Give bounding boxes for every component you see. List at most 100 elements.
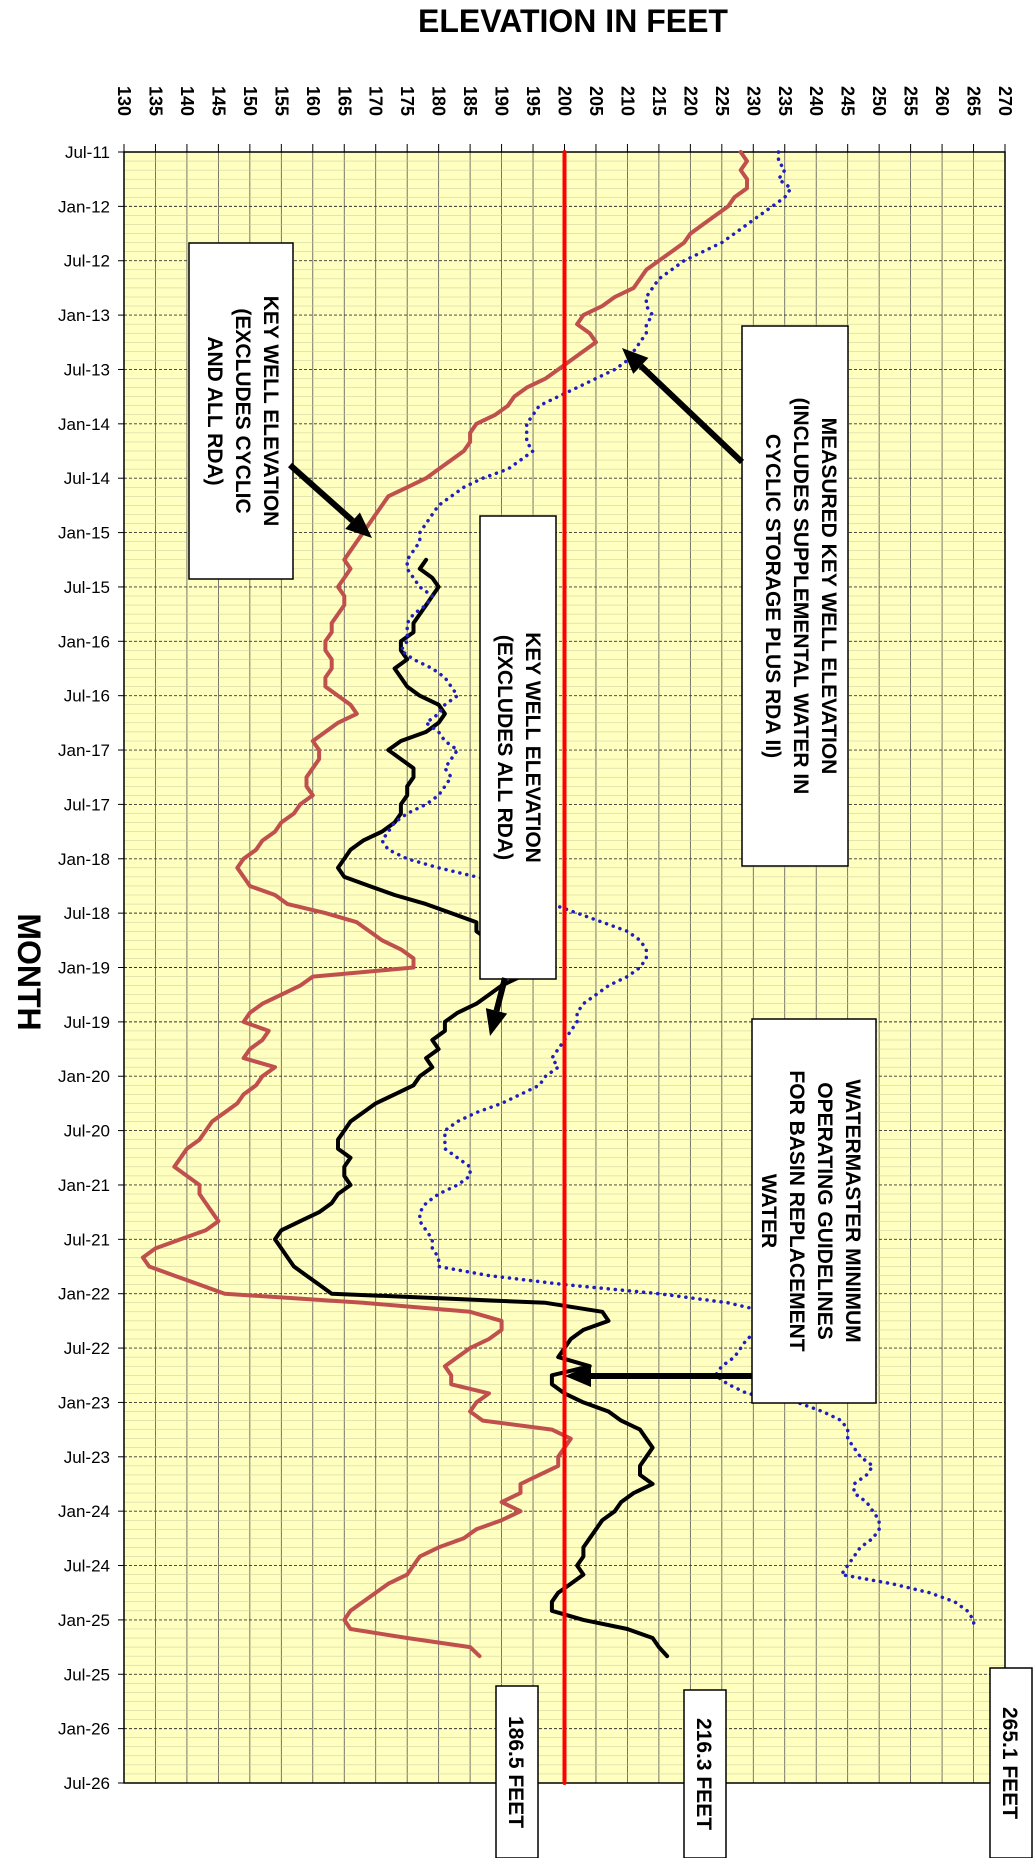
y-tick-label: Jan-12 xyxy=(58,197,110,216)
y-tick-label: Jan-20 xyxy=(58,1067,110,1086)
x-tick-label: 225 xyxy=(712,86,732,116)
y-tick-label: Jan-21 xyxy=(58,1176,110,1195)
y-tick-label: Jan-15 xyxy=(58,524,110,543)
y-tick-label: Jan-19 xyxy=(58,959,110,978)
arrow-blue-series-head xyxy=(622,348,649,374)
arrow-black-series-head xyxy=(485,1008,508,1036)
y-tick-label: Jul-22 xyxy=(64,1339,110,1358)
arrow-red-series-shaft xyxy=(288,462,355,523)
label-red-series-text: KEY WELL ELEVATION xyxy=(259,296,282,527)
label-blue-series-text: (INCLUDES SUPPLEMENTAL WATER IN xyxy=(789,398,812,795)
end-value-1: 186.5 FEET xyxy=(495,1685,539,1858)
label-blue-series-box xyxy=(741,325,849,867)
series-red-line xyxy=(140,150,749,1659)
label-blue-series-text: CYCLIC STORAGE PLUS RDA II) xyxy=(761,434,784,758)
y-tick-label: Jul-15 xyxy=(64,578,110,597)
label-guideline-text: FOR BASIN REPLACEMENT xyxy=(785,1070,808,1351)
arrow-blue-series-shaft xyxy=(638,363,745,465)
x-tick-label: 180 xyxy=(429,86,449,116)
x-tick-label: 185 xyxy=(460,86,480,116)
end-value-text: 265.1 FEET xyxy=(998,1707,1021,1819)
arrow-guideline xyxy=(565,1365,752,1387)
x-tick-label: 220 xyxy=(680,86,700,116)
x-tick-label: 250 xyxy=(869,86,889,116)
y-tick-label: Jul-11 xyxy=(65,143,110,162)
y-tick-label: Jan-18 xyxy=(58,850,110,869)
x-tick-label: 240 xyxy=(806,86,826,116)
x-tick-label: 195 xyxy=(523,86,543,116)
end-value-3: 265.1 FEET xyxy=(989,1667,1033,1858)
label-black-series-text: KEY WELL ELEVATION xyxy=(521,632,544,863)
y-tick-label: Jul-17 xyxy=(64,795,110,814)
x-tick-label: 130 xyxy=(114,86,134,116)
y-tick-label: Jul-13 xyxy=(64,360,110,379)
x-tick-label: 170 xyxy=(366,86,386,116)
end-value-text: 216.3 FEET xyxy=(692,1718,715,1830)
label-guideline-text: WATERMASTER MINIMUM xyxy=(841,1079,864,1342)
y-tick-labels: Jul-11 Jan-12 Jul-12 Jan-13 Jul-13 Jan-14 Jul-… xyxy=(58,143,124,1793)
y-tick-label: Jan-22 xyxy=(58,1285,110,1304)
y-tick-label: Jul-26 xyxy=(64,1774,110,1793)
y-tick-label: Jan-17 xyxy=(58,741,110,760)
x-tick-label: 245 xyxy=(838,86,858,116)
x-tick-label: 205 xyxy=(586,86,606,116)
y-tick-label: Jul-14 xyxy=(64,469,110,488)
x-tick-labels: 130 135 140 145 150 155 160 165 170 175 180 185 190 1… xyxy=(114,86,1015,152)
x-tick-label: 215 xyxy=(649,86,669,116)
label-blue-series-text: MEASURED KEY WELL ELEVATION xyxy=(817,418,840,775)
y-tick-label: Jul-21 xyxy=(64,1230,110,1249)
x-tick-label: 200 xyxy=(555,86,575,116)
y-tick-label: Jul-25 xyxy=(64,1665,110,1684)
x-tick-label: 175 xyxy=(397,86,417,116)
y-tick-label: Jan-25 xyxy=(58,1611,110,1630)
label-red-series-text: (EXCLUDES CYCLIC xyxy=(231,308,254,513)
label-red-series-text: AND ALL RDA) xyxy=(203,336,226,485)
arrow-black-series-shaft xyxy=(493,977,508,1012)
x-tick-label: 135 xyxy=(145,86,165,116)
x-tick-label: 210 xyxy=(617,86,637,116)
label-blue-series: MEASURED KEY WELL ELEVATION(INCLUDES SUP… xyxy=(741,325,849,867)
x-tick-label: 140 xyxy=(177,86,197,116)
label-red-series-box xyxy=(188,242,294,580)
y-tick-label: Jul-18 xyxy=(64,904,110,923)
label-guideline-text: WATER xyxy=(757,1174,780,1248)
x-tick-label: 190 xyxy=(492,86,512,116)
label-guideline-text: OPERATING GUIDELINES xyxy=(813,1082,836,1339)
y-tick-label: Jul-23 xyxy=(64,1448,110,1467)
x-axis-title: ELEVATION IN FEET xyxy=(418,3,728,39)
label-black-series-text: (EXCLUDES ALL RDA) xyxy=(493,635,516,860)
end-value-box xyxy=(683,1689,727,1858)
label-guideline-box xyxy=(751,1018,877,1404)
x-tick-label: 160 xyxy=(303,86,323,116)
arrow-black-series xyxy=(485,977,508,1036)
end-value-box xyxy=(495,1685,539,1858)
x-tick-label: 145 xyxy=(208,86,228,116)
arrow-blue-series xyxy=(622,348,745,465)
x-tick-label: 260 xyxy=(932,86,952,116)
arrow-red-series-head xyxy=(345,512,372,538)
y-tick-label: Jan-23 xyxy=(58,1393,110,1412)
y-tick-label: Jul-24 xyxy=(64,1557,110,1576)
y-tick-label: Jan-16 xyxy=(58,632,110,651)
label-black-series: KEY WELL ELEVATION(EXCLUDES ALL RDA) xyxy=(479,515,557,980)
end-value-2: 216.3 FEET xyxy=(683,1689,727,1858)
arrow-guideline-head xyxy=(565,1365,591,1387)
y-tick-label: Jul-12 xyxy=(64,252,110,271)
x-tick-label: 270 xyxy=(995,86,1015,116)
y-tick-label: Jan-26 xyxy=(58,1720,110,1739)
x-tick-label: 255 xyxy=(901,86,921,116)
y-axis-title: MONTH xyxy=(11,913,47,1030)
y-tick-label: Jan-14 xyxy=(58,415,110,434)
label-black-series-box xyxy=(479,515,557,980)
x-tick-label: 235 xyxy=(775,86,795,116)
y-tick-label: Jul-19 xyxy=(64,1013,110,1032)
y-tick-label: Jan-24 xyxy=(58,1502,110,1521)
end-value-text: 186.5 FEET xyxy=(504,1716,527,1828)
x-tick-label: 150 xyxy=(240,86,260,116)
x-tick-label: 230 xyxy=(743,86,763,116)
y-tick-label: Jul-16 xyxy=(64,687,110,706)
